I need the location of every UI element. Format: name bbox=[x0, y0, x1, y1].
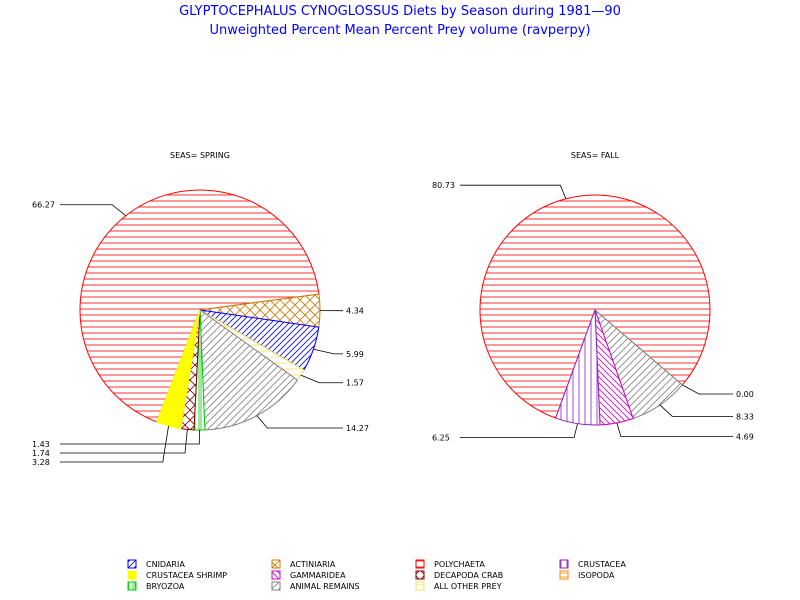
pie-fall: SEAS= FALL 80.73 0.00 8.33 4.69 6.25 bbox=[432, 151, 754, 442]
legend-label: CRUSTACEA SHRIMP bbox=[146, 571, 227, 580]
leader-line bbox=[460, 184, 567, 199]
pie-slice-crustacea bbox=[555, 309, 601, 426]
legend-item-actiniaria: ACTINIARIA bbox=[271, 559, 336, 569]
legend: CNIDARIA ACTINIARIA POLYCHAETA CRUSTACEA CRU… bbox=[127, 559, 626, 591]
pie-slice-polychaeta bbox=[79, 189, 320, 423]
legend-swatch bbox=[127, 559, 137, 569]
data-label-crab: 1.74 bbox=[32, 449, 50, 458]
legend-item-crustacea: CRUSTACEA bbox=[559, 559, 626, 569]
data-label-actiniaria: 4.34 bbox=[346, 307, 364, 316]
legend-swatch bbox=[271, 559, 281, 569]
leader-line bbox=[616, 422, 733, 438]
pie-title: SEAS= SPRING bbox=[170, 151, 230, 160]
data-label-bryozoa: 1.43 bbox=[32, 440, 50, 449]
leader-line bbox=[300, 374, 343, 384]
legend-label: ACTINIARIA bbox=[290, 560, 336, 569]
leader-line bbox=[313, 348, 343, 355]
legend-swatch bbox=[415, 581, 425, 591]
legend-item-bryozoa: BRYOZOA bbox=[127, 581, 185, 591]
leader-line bbox=[659, 404, 733, 417]
legend-item-isopoda: ISOPODA bbox=[559, 570, 615, 580]
legend-label: GAMMARIDEA bbox=[290, 571, 346, 580]
legend-label: POLYCHAETA bbox=[434, 560, 485, 569]
legend-item-other: ALL OTHER PREY bbox=[415, 581, 502, 591]
data-label-polychaeta: 66.27 bbox=[32, 201, 55, 210]
legend-swatch bbox=[127, 570, 137, 580]
data-label-cnidaria: 5.99 bbox=[346, 350, 364, 359]
data-label-crustacea: 6.25 bbox=[432, 433, 450, 442]
legend-item-crab: DECAPODA CRAB bbox=[415, 570, 503, 580]
legend-label: ISOPODA bbox=[578, 571, 615, 580]
leader-line bbox=[682, 384, 733, 395]
legend-label: CRUSTACEA bbox=[578, 560, 626, 569]
leader-line bbox=[256, 415, 343, 429]
legend-swatch bbox=[271, 581, 281, 591]
data-label-other: 1.57 bbox=[346, 379, 364, 388]
data-label-gammaridea: 4.69 bbox=[736, 433, 754, 442]
data-label-remains: 14.27 bbox=[346, 424, 369, 433]
data-label-shrimp: 3.28 bbox=[32, 458, 50, 467]
leader-line bbox=[60, 429, 188, 454]
data-label-polychaeta: 80.73 bbox=[432, 181, 455, 190]
legend-swatch bbox=[415, 559, 425, 569]
legend-label: BRYOZOA bbox=[146, 582, 185, 591]
legend-label: DECAPODA CRAB bbox=[434, 571, 503, 580]
legend-item-shrimp: CRUSTACEA SHRIMP bbox=[127, 570, 227, 580]
legend-swatch bbox=[415, 570, 425, 580]
legend-item-polychaeta: POLYCHAETA bbox=[415, 559, 485, 569]
leader-line bbox=[460, 423, 578, 438]
leader-line bbox=[60, 429, 200, 445]
data-label-remains: 8.33 bbox=[736, 412, 754, 421]
chart-subtitle: Unweighted Percent Mean Percent Prey vol… bbox=[209, 23, 591, 38]
legend-swatch bbox=[271, 570, 281, 580]
legend-label: ALL OTHER PREY bbox=[434, 582, 502, 591]
pie-spring: SEAS= SPRING 66.27 4.34 5.99 1.57 14.27 1.431.… bbox=[32, 151, 369, 467]
leader-line bbox=[60, 425, 169, 463]
legend-swatch bbox=[127, 581, 137, 591]
chart-title: GLYPTOCEPHALUS CYNOGLOSSUS Diets by Seas… bbox=[179, 4, 621, 19]
legend-item-remains: ANIMAL REMAINS bbox=[271, 581, 360, 591]
legend-swatch bbox=[559, 559, 569, 569]
legend-item-gammaridea: GAMMARIDEA bbox=[271, 570, 346, 580]
legend-label: ANIMAL REMAINS bbox=[290, 582, 360, 591]
legend-item-cnidaria: CNIDARIA bbox=[127, 559, 185, 569]
leader-line bbox=[60, 204, 127, 217]
legend-swatch bbox=[559, 570, 569, 580]
pie-title: SEAS= FALL bbox=[571, 151, 620, 160]
data-label-other: 0.00 bbox=[736, 390, 754, 399]
legend-label: CNIDARIA bbox=[146, 560, 185, 569]
